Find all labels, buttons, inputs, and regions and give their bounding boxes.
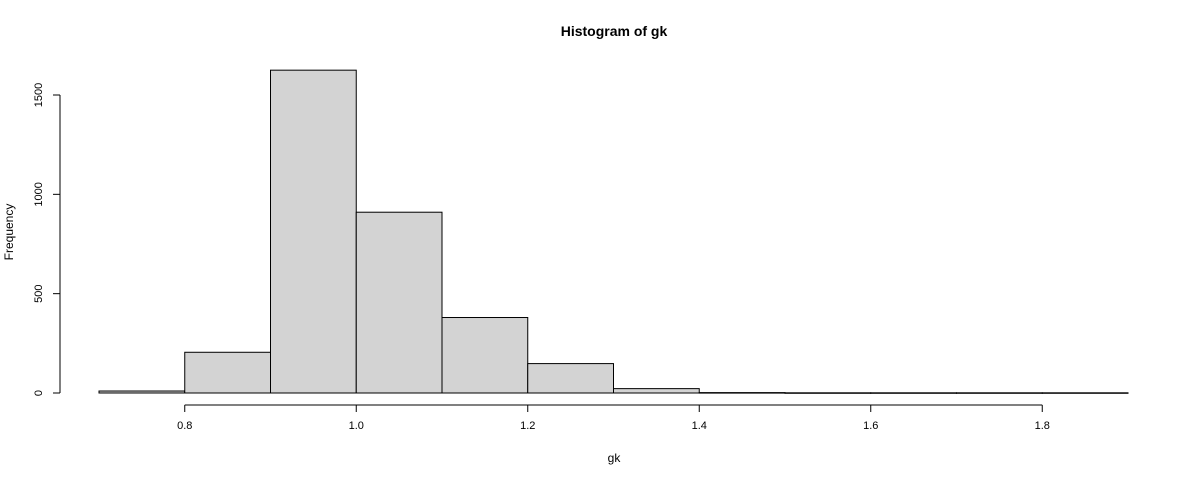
histogram-bar [870,392,957,394]
x-tick-label: 1.4 [692,420,707,432]
histogram-bar [956,392,1043,394]
histogram-bar [270,69,357,394]
y-tick-label: 1000 [33,182,45,206]
y-axis: 0 500 1000 1500 [33,83,61,396]
x-tick-label: 1.6 [863,420,878,432]
chart-title: Histogram of gk [561,23,668,39]
x-axis: 0.8 1.0 1.2 1.4 1.6 1.8 [177,404,1050,432]
y-tick-label: 0 [33,390,45,396]
histogram-bar [613,388,700,394]
bars-group [98,69,1129,394]
histogram-bar [355,211,443,394]
histogram-bar [527,363,614,394]
x-tick-label: 1.2 [520,420,535,432]
x-axis-label: gk [608,451,622,465]
y-tick-label: 1500 [33,83,45,107]
histogram-bar [1041,392,1129,394]
y-tick-label: 500 [33,284,45,302]
histogram-bar [784,392,872,394]
histogram-bar [98,390,186,394]
histogram-bar [184,351,271,394]
x-tick-label: 1.8 [1035,420,1050,432]
x-tick-label: 0.8 [177,420,192,432]
x-tick-label: 1.0 [349,420,364,432]
histogram-bar [441,317,529,394]
y-axis-label: Frequency [2,204,16,261]
histogram-bar [698,392,786,394]
